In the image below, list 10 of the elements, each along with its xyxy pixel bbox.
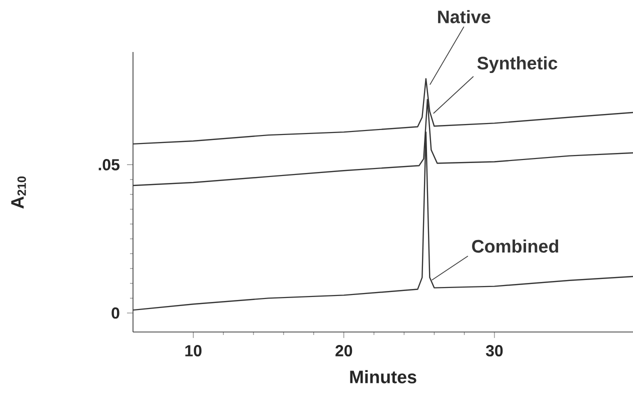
y-tick-label: 0 bbox=[112, 307, 120, 319]
x-axis-title: Minutes bbox=[350, 370, 416, 384]
x-tick-label: 30 bbox=[486, 345, 503, 356]
x-tick-label: 10 bbox=[185, 345, 202, 356]
text: Native bbox=[438, 10, 490, 24]
x-tick-label: 20 bbox=[336, 345, 352, 356]
y-tick-label: .05 bbox=[98, 159, 120, 170]
text: Synthetic bbox=[477, 56, 558, 74]
series-label: Combined bbox=[472, 239, 558, 253]
y-axis-title: A$_{210}$ bbox=[11, 176, 26, 209]
